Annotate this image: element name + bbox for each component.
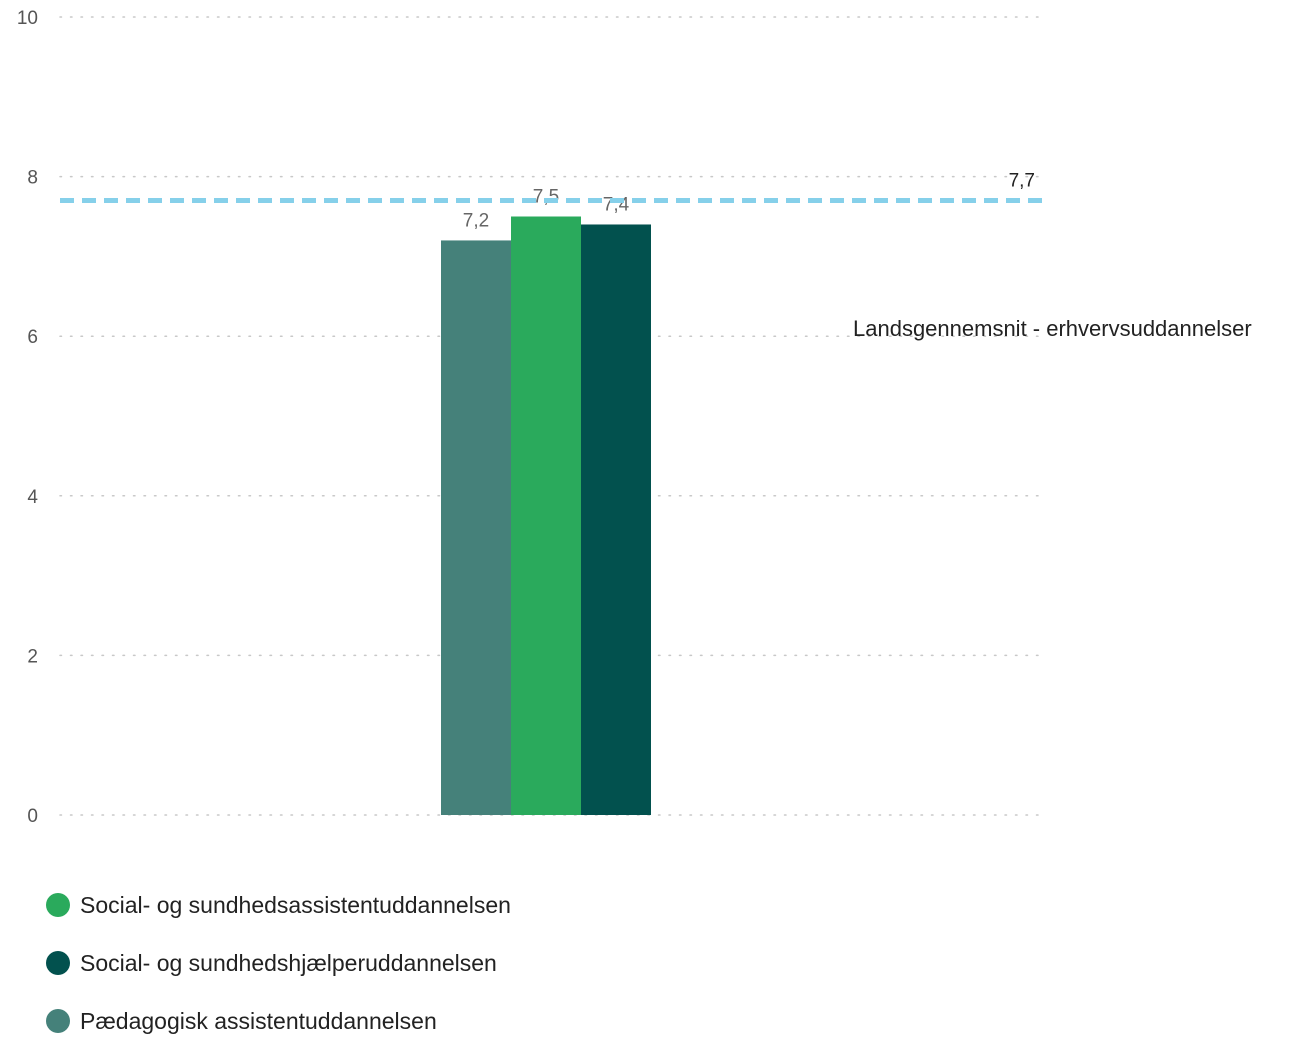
bar <box>441 240 511 815</box>
reference-line-group: 7,7 Landsgennemsnit - erhvervsuddannelser <box>60 171 1252 341</box>
bar <box>581 224 651 816</box>
legend-label: Social- og sundhedsassistentuddannelsen <box>80 891 511 918</box>
y-tick-label: 4 <box>27 487 38 508</box>
legend-dot-icon <box>46 1009 70 1033</box>
legend: Social- og sundhedsassistentuddannelsen … <box>46 876 511 1050</box>
y-tick-label: 0 <box>27 806 38 827</box>
y-axis: 0 2 4 6 8 10 <box>17 8 39 827</box>
bar <box>511 216 581 815</box>
y-tick-label: 8 <box>27 168 38 189</box>
bar-value-label: 7,4 <box>603 194 630 215</box>
reference-line-value: 7,7 <box>1009 171 1035 192</box>
grid-lines <box>59 16 1046 816</box>
legend-dot-icon <box>46 951 70 975</box>
bar-chart: 0 2 4 6 8 10 7,2 7,5 7,4 7,7 Landsgennemsnit - e… <box>17 8 1252 827</box>
y-tick-label: 2 <box>27 646 38 667</box>
legend-dot-icon <box>46 893 70 917</box>
legend-item[interactable]: Social- og sundhedshjælperuddannelsen <box>46 934 511 992</box>
y-tick-label: 6 <box>27 327 38 348</box>
legend-item[interactable]: Social- og sundhedsassistentuddannelsen <box>46 876 511 934</box>
legend-label: Pædagogisk assistentuddannelsen <box>80 1007 437 1034</box>
bar-value-label: 7,2 <box>463 210 489 231</box>
y-tick-label: 10 <box>17 8 38 29</box>
legend-label: Social- og sundhedshjælperuddannelsen <box>80 949 497 976</box>
bars <box>441 216 651 816</box>
legend-item[interactable]: Pædagogisk assistentuddannelsen <box>46 992 511 1050</box>
bar-value-label: 7,5 <box>533 187 559 208</box>
reference-line-name: Landsgennemsnit - erhvervsuddannelser <box>853 316 1252 341</box>
